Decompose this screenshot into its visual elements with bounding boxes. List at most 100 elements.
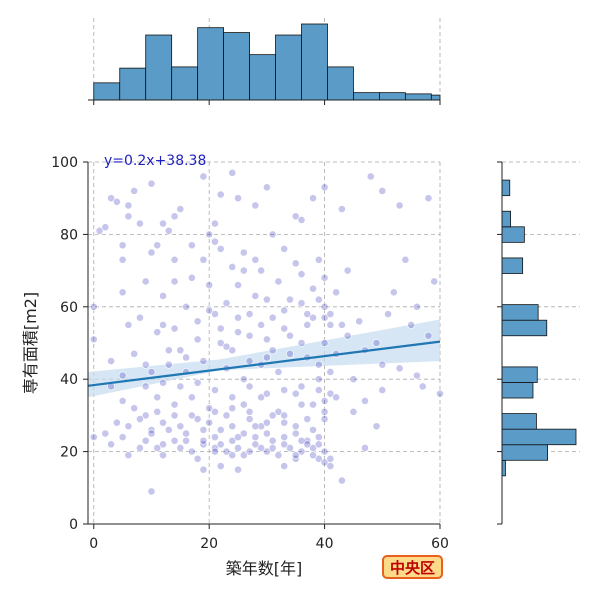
data-point bbox=[211, 237, 219, 246]
data-point bbox=[303, 320, 312, 329]
data-point bbox=[228, 263, 237, 271]
data-point bbox=[118, 241, 127, 250]
data-point bbox=[280, 244, 289, 253]
main-axes: 0 20 40 60 0 20 40 60 80 100 bbox=[51, 155, 449, 552]
data-point bbox=[234, 433, 242, 442]
data-point bbox=[239, 400, 248, 409]
data-point bbox=[291, 422, 300, 431]
data-point bbox=[268, 436, 277, 445]
data-point bbox=[199, 357, 208, 365]
data-point bbox=[332, 393, 341, 402]
data-point bbox=[239, 266, 248, 275]
data-point bbox=[170, 255, 179, 264]
data-point bbox=[378, 187, 387, 195]
data-point bbox=[245, 382, 254, 391]
data-point bbox=[211, 310, 219, 318]
top-hist-bar bbox=[327, 66, 354, 101]
data-point bbox=[118, 397, 127, 405]
data-point bbox=[372, 339, 381, 347]
data-point bbox=[118, 371, 127, 380]
data-point bbox=[187, 393, 196, 402]
data-point bbox=[291, 389, 300, 398]
data-point bbox=[395, 364, 404, 373]
x-tick-label: 40 bbox=[316, 536, 334, 552]
data-point bbox=[193, 454, 202, 463]
data-point bbox=[211, 386, 219, 394]
data-point bbox=[89, 335, 98, 344]
data-point bbox=[136, 313, 144, 322]
data-point bbox=[401, 255, 410, 264]
data-point bbox=[355, 317, 364, 326]
confidence-band bbox=[88, 319, 440, 398]
data-point bbox=[303, 415, 312, 423]
data-point bbox=[280, 306, 289, 315]
data-point bbox=[216, 324, 225, 333]
data-point bbox=[228, 168, 237, 177]
data-point bbox=[216, 440, 225, 449]
data-point bbox=[234, 281, 242, 289]
data-point bbox=[228, 436, 237, 445]
right-hist-bar bbox=[501, 444, 549, 461]
data-point bbox=[89, 433, 98, 442]
data-point bbox=[245, 310, 254, 318]
data-point bbox=[297, 299, 306, 308]
data-point bbox=[262, 353, 271, 362]
data-point bbox=[216, 425, 225, 434]
data-point bbox=[216, 462, 225, 470]
data-point bbox=[280, 440, 289, 449]
data-point bbox=[176, 444, 185, 452]
data-point bbox=[205, 306, 214, 315]
right-hist-bar bbox=[501, 257, 524, 274]
data-point bbox=[228, 346, 237, 355]
data-point bbox=[320, 339, 329, 347]
data-point bbox=[343, 331, 352, 340]
data-point bbox=[320, 415, 329, 423]
data-point bbox=[211, 407, 219, 416]
data-point bbox=[297, 447, 306, 456]
data-point bbox=[159, 378, 167, 387]
data-point bbox=[228, 422, 237, 431]
data-point bbox=[303, 440, 312, 449]
top-hist-bar bbox=[249, 54, 276, 101]
data-point bbox=[141, 277, 150, 286]
data-point bbox=[303, 310, 312, 318]
data-point bbox=[170, 411, 179, 420]
data-point bbox=[280, 386, 289, 394]
data-point bbox=[262, 389, 271, 398]
data-point bbox=[239, 451, 248, 460]
data-point bbox=[234, 328, 242, 337]
data-point bbox=[291, 212, 300, 221]
data-point bbox=[326, 454, 335, 463]
data-point bbox=[245, 331, 254, 340]
top-hist-bar bbox=[301, 23, 328, 101]
data-point bbox=[199, 465, 208, 474]
data-point bbox=[424, 194, 433, 203]
top-hist-bar bbox=[353, 92, 380, 101]
data-point bbox=[349, 375, 358, 384]
data-point bbox=[234, 465, 242, 474]
data-point bbox=[274, 451, 283, 460]
data-point bbox=[314, 433, 323, 442]
data-point bbox=[199, 425, 208, 434]
top-hist-bar bbox=[404, 93, 432, 101]
data-point bbox=[199, 255, 208, 264]
data-point bbox=[338, 205, 346, 213]
data-point bbox=[251, 433, 260, 442]
district-badge: 中央区 bbox=[382, 555, 444, 579]
data-point bbox=[199, 172, 208, 181]
data-point bbox=[211, 433, 219, 442]
data-point bbox=[268, 230, 277, 239]
data-point bbox=[182, 429, 190, 438]
data-point bbox=[407, 320, 416, 329]
data-point bbox=[257, 266, 266, 275]
right-hist-bar bbox=[501, 304, 539, 321]
data-point bbox=[187, 447, 196, 456]
data-point bbox=[268, 346, 277, 355]
data-point bbox=[257, 422, 266, 431]
data-point bbox=[245, 447, 254, 456]
data-point bbox=[164, 360, 173, 369]
data-point bbox=[187, 241, 196, 250]
data-point bbox=[176, 382, 185, 391]
data-point bbox=[268, 411, 277, 420]
data-point bbox=[159, 418, 167, 427]
